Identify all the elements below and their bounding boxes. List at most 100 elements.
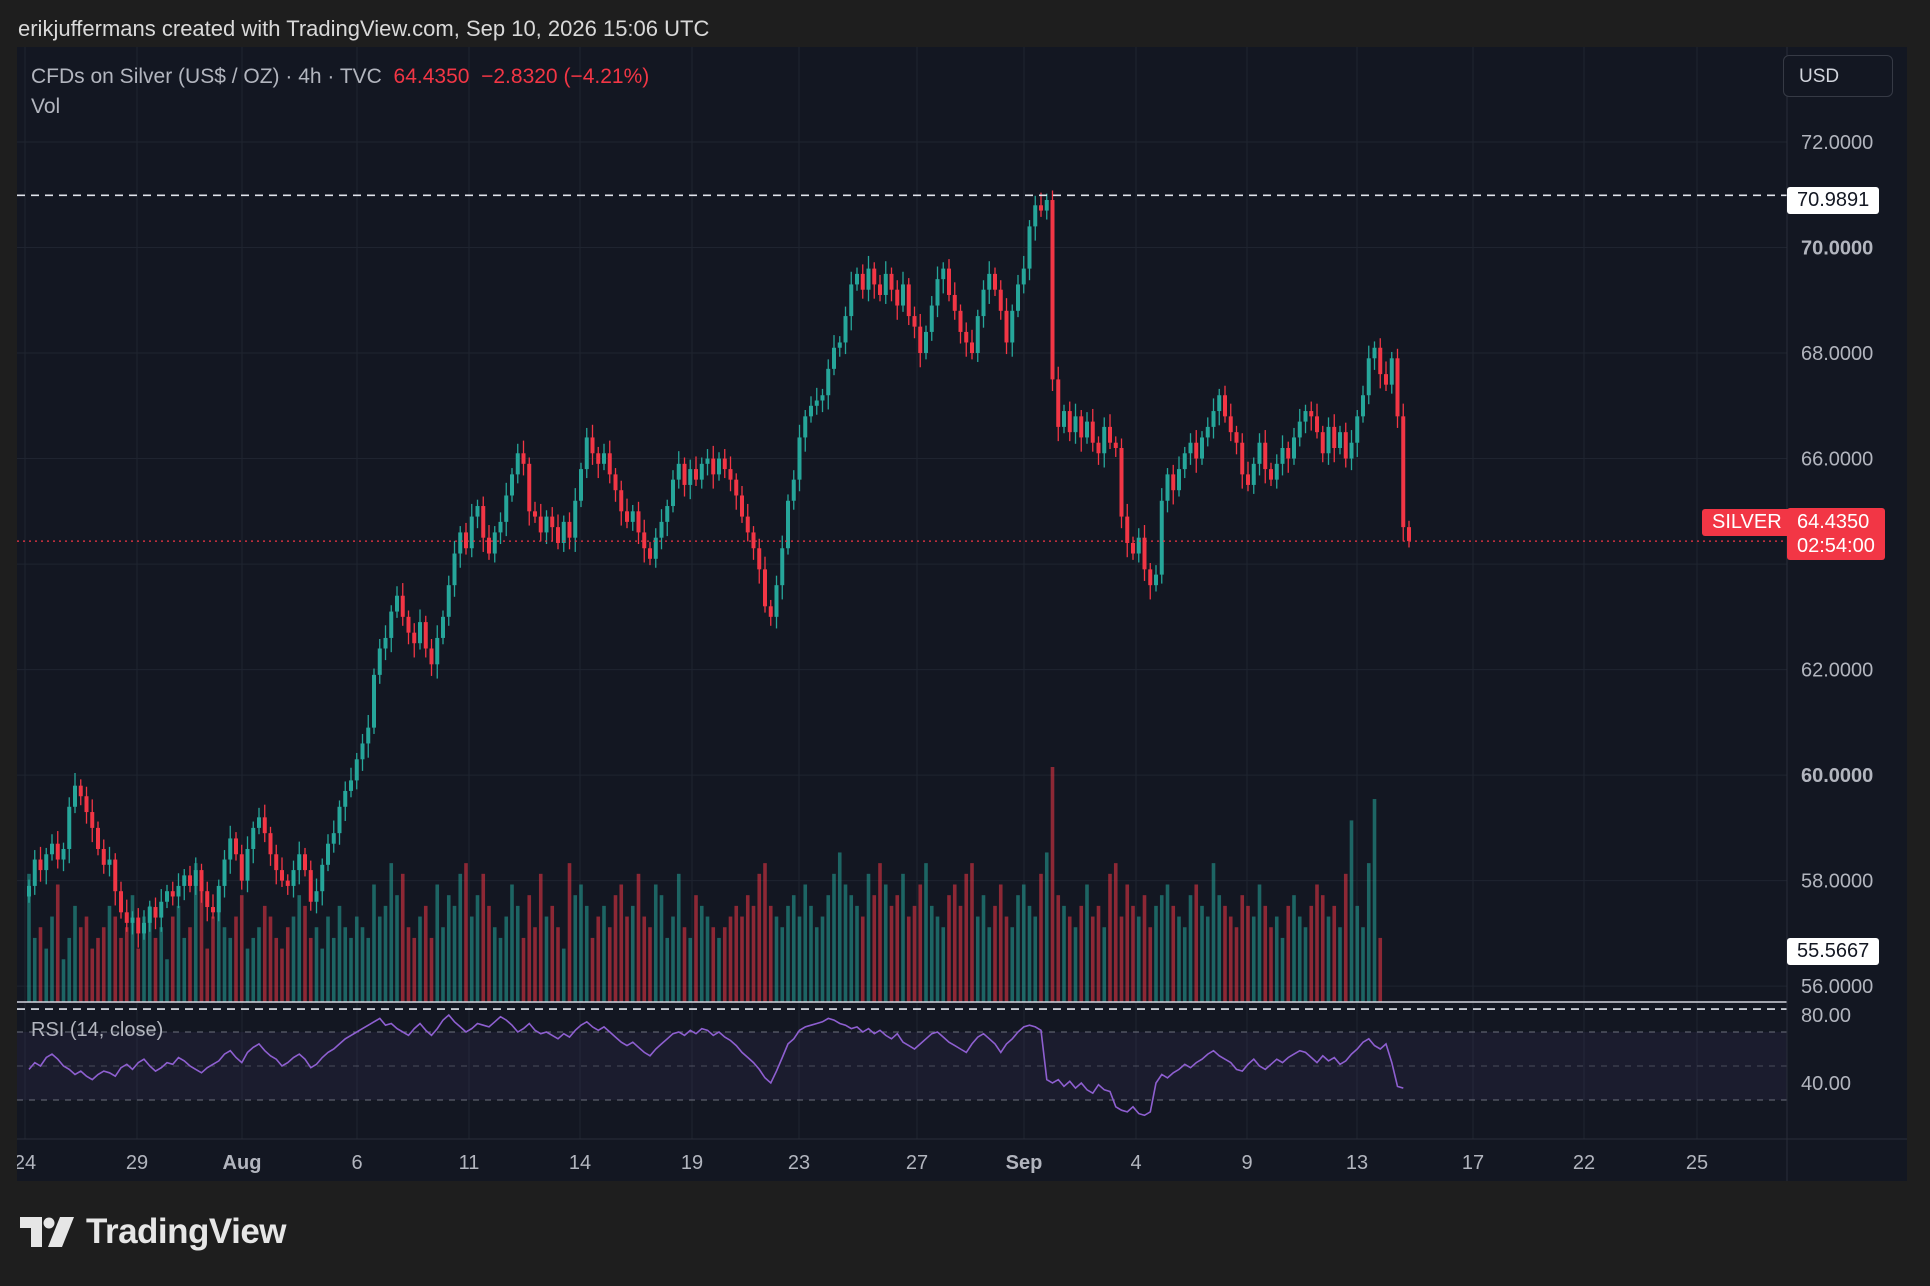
candle-body <box>435 637 440 665</box>
candle-body <box>1228 416 1233 433</box>
volume-bar <box>153 937 158 1002</box>
candle-body <box>1338 432 1342 448</box>
volume-bar <box>124 927 129 1002</box>
tradingview-logo[interactable]: TradingView <box>20 1212 287 1252</box>
volume-bar <box>561 948 566 1002</box>
volume-bar <box>308 937 313 1002</box>
y-tick-label: 66.0000 <box>1801 449 1873 471</box>
candle-body <box>257 817 261 828</box>
candle-body <box>170 891 175 897</box>
candle-body <box>1108 426 1112 443</box>
volume-bar <box>849 895 854 1002</box>
volume-legend[interactable]: Vol <box>31 95 61 118</box>
volume-bar <box>987 927 992 1002</box>
candle-body <box>671 479 675 507</box>
volume-bar <box>418 916 422 1002</box>
volume-bar <box>429 937 434 1002</box>
currency-button[interactable]: USD <box>1783 55 1893 97</box>
rsi-legend[interactable]: RSI (14, close) <box>31 1019 164 1041</box>
candle-body <box>786 500 790 549</box>
volume-bar <box>38 927 43 1002</box>
candle-body <box>717 458 721 475</box>
chart-frame[interactable]: 72.0000 70.0000 68.0000 66.0000 62.0000 60.00… <box>17 47 1907 1181</box>
candle-body <box>400 595 405 617</box>
symbol-description[interactable]: CFDs on Silver (US$ / OZ) · 4h · TVC <box>31 65 382 88</box>
volume-bar <box>274 937 279 1002</box>
volume-bar <box>515 905 520 1002</box>
volume-bar <box>1113 863 1118 1002</box>
candle-body <box>314 891 319 902</box>
volume-bar <box>590 937 595 1002</box>
volume-bar <box>297 895 302 1002</box>
volume-bar <box>1136 916 1141 1002</box>
candle-body <box>326 843 330 865</box>
candle-body <box>1251 463 1256 485</box>
candle-body <box>251 827 256 849</box>
candle-body <box>222 859 227 886</box>
candle-body <box>1004 310 1009 343</box>
candles <box>27 190 1411 948</box>
volume-bar <box>285 927 290 1002</box>
volume-bar <box>377 916 382 1002</box>
x-tick-label: 17 <box>1462 1152 1484 1174</box>
volume-bar <box>492 927 497 1002</box>
brand-name: TradingView <box>86 1212 287 1251</box>
volume-bar <box>1332 905 1337 1002</box>
volume-bar <box>251 937 256 1002</box>
candle-body <box>1395 358 1400 417</box>
candle-body <box>182 875 187 886</box>
volume-bar <box>1257 884 1262 1002</box>
candle-body <box>1257 442 1262 464</box>
candle-body <box>337 806 342 834</box>
volume-bar <box>889 905 894 1002</box>
rsi-tick-label: 80.00 <box>1801 1005 1851 1027</box>
candle-body <box>1332 426 1337 448</box>
candle-body <box>648 548 652 559</box>
candle-body <box>1384 374 1388 385</box>
candle-body <box>1154 574 1158 586</box>
candle-body <box>1401 416 1406 528</box>
candle-body <box>1223 395 1227 417</box>
candle-body <box>32 859 37 886</box>
volume-bar <box>291 916 296 1002</box>
volume-bar <box>383 905 388 1002</box>
candle-body <box>998 289 1003 311</box>
volume-bar <box>1154 905 1158 1002</box>
candle-body <box>860 273 865 290</box>
volume-bar <box>188 927 192 1002</box>
volume-bar <box>354 916 359 1002</box>
rsi-tick-label: 40.00 <box>1801 1073 1851 1095</box>
candle-body <box>1303 411 1308 422</box>
candle-body <box>280 870 284 881</box>
volume-bar <box>1194 884 1199 1002</box>
candle-body <box>113 859 118 892</box>
candle-body <box>918 326 923 354</box>
candle-body <box>354 759 359 781</box>
candle-body <box>659 521 664 538</box>
volume-bar <box>1223 905 1227 1002</box>
volume-bar <box>1286 905 1291 1002</box>
volume-bar <box>722 927 727 1002</box>
volume-bar <box>280 948 284 1002</box>
volume-bar <box>1142 895 1147 1002</box>
candle-body <box>291 870 296 886</box>
candle-body <box>757 548 762 570</box>
volume-bar <box>682 927 687 1002</box>
volume-bar <box>165 959 169 1002</box>
volume-bar <box>659 895 664 1002</box>
volume-bar <box>826 895 831 1002</box>
candle-body <box>147 907 152 923</box>
candle-body <box>1159 500 1164 575</box>
volume-bar <box>619 884 624 1002</box>
price-chart[interactable]: 72.0000 70.0000 68.0000 66.0000 62.0000 60.00… <box>17 47 1907 1181</box>
volume-bar <box>314 927 319 1002</box>
rsi-pane <box>17 1001 1787 1117</box>
volume-bar <box>1056 895 1061 1002</box>
chart-legend: CFDs on Silver (US$ / OZ) · 4h · TVC 64.… <box>31 65 649 119</box>
candle-body <box>630 511 635 522</box>
volume-bar <box>1131 905 1135 1002</box>
candle-body <box>1246 474 1250 485</box>
candle-body <box>584 437 589 470</box>
volume-bar <box>964 873 969 1002</box>
volume-bar <box>596 916 601 1002</box>
